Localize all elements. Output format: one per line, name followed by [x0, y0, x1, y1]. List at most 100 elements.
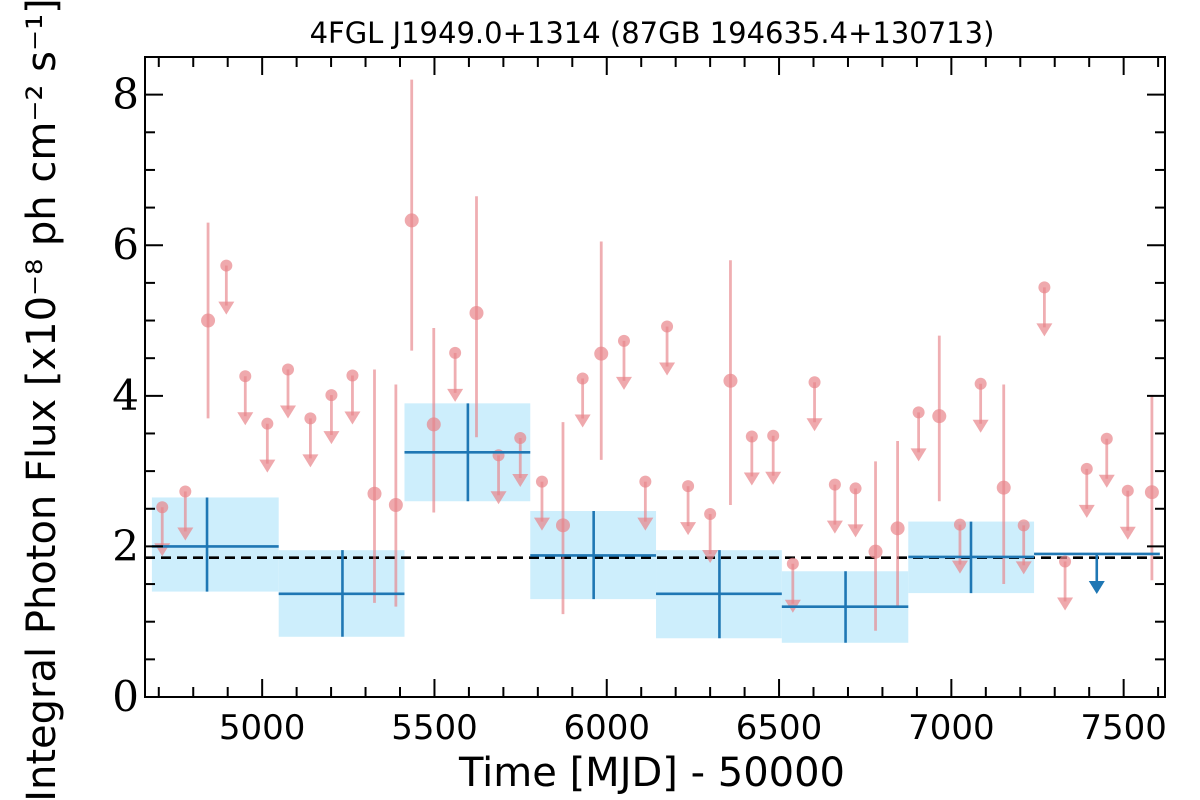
upper-limit-arrowhead [533, 517, 550, 531]
upper-limit-point [661, 320, 674, 333]
upper-limit-point [953, 518, 966, 531]
plot-axes: 0 2 4 6 8 5000 5500 6000 6500 7000 7500 [112, 56, 1167, 748]
upper-limit-point [179, 485, 192, 498]
upper-limit-arrowhead [1098, 474, 1115, 488]
long-bin-points [151, 403, 1160, 643]
x-tick-label: 7000 [908, 708, 995, 748]
short-bin-points [154, 79, 1159, 631]
upper-limit-arrowhead [280, 405, 297, 419]
upper-limit-arrowhead [574, 414, 591, 428]
upper-limit-arrowhead [765, 471, 782, 485]
upper-limit-point [514, 431, 527, 444]
upper-limit-arrowhead [259, 459, 276, 473]
detection-point [367, 486, 382, 501]
detection-point [723, 373, 738, 388]
upper-limit-point [1038, 281, 1051, 294]
upper-limit-point [1100, 432, 1113, 445]
upper-limit-arrowhead [659, 362, 676, 376]
upper-limit-arrowhead [847, 524, 864, 538]
upper-limit-point [682, 480, 695, 493]
upper-limit-arrowhead [615, 376, 632, 390]
upper-limit-point [576, 372, 589, 385]
upper-limit-arrowhead [743, 472, 760, 486]
x-tick-label: 6000 [563, 708, 650, 748]
upper-limit-arrowhead [1015, 561, 1032, 575]
detection-point [594, 346, 609, 361]
y-tick-label: 0 [112, 672, 139, 721]
x-tick-label: 7500 [1080, 708, 1167, 748]
x-tick-label: 6500 [736, 708, 823, 748]
y-axis-label: Integral Photon Flux [x10⁻⁸ ph cm⁻² s⁻¹] [19, 0, 65, 800]
upper-limit-point [535, 475, 548, 488]
y-tick-label: 8 [112, 70, 139, 119]
upper-limit-point [220, 259, 233, 272]
upper-limit-arrowhead [702, 550, 719, 564]
upper-limit-point [1059, 555, 1072, 568]
y-tick-label: 6 [112, 220, 139, 269]
upper-limit-arrowhead [1057, 597, 1074, 611]
upper-limit-point [156, 501, 169, 514]
upper-limit-point [1080, 462, 1093, 475]
y-tick-label: 2 [112, 521, 139, 570]
upper-limit-arrowhead [344, 411, 361, 425]
x-tick-label: 5500 [391, 708, 478, 748]
detection-point [555, 518, 570, 533]
x-axis-label: Time [MJD] - 50000 [458, 750, 845, 796]
upper-limit-arrowhead [177, 527, 194, 541]
detection-point [868, 544, 883, 559]
chart-title: 4FGL J1949.0+1314 (87GB 194635.4+130713) [310, 16, 995, 50]
upper-limit-point [325, 389, 338, 402]
upper-limit-arrowhead [218, 301, 235, 315]
detection-point [890, 521, 905, 536]
upper-limit-arrowhead [680, 522, 697, 536]
upper-limit-arrowhead [490, 491, 507, 505]
detection-point [426, 417, 441, 432]
detection-point [201, 313, 216, 328]
upper-limit-arrowhead [237, 412, 254, 426]
upper-limit-arrowhead [1036, 323, 1053, 337]
upper-limit-point [704, 508, 717, 521]
upper-limit-point [639, 475, 652, 488]
upper-limit-point [261, 417, 274, 430]
upper-limit-arrowhead [826, 520, 843, 534]
upper-limit-arrowhead [910, 448, 927, 462]
upper-limit-point [808, 376, 821, 389]
upper-limit-point [304, 412, 317, 425]
upper-limit-point [974, 377, 987, 390]
detection-point [469, 306, 484, 320]
y-tick-label: 4 [112, 371, 139, 420]
upper-limit-arrowhead [972, 419, 989, 433]
upper-limit-arrowhead [637, 517, 654, 531]
upper-limit-point [449, 346, 462, 359]
upper-limit-arrowhead [1119, 526, 1136, 540]
detection-point [388, 498, 403, 512]
upper-limit-arrowhead [1078, 504, 1095, 518]
upper-limit-point [912, 406, 925, 419]
detection-point [404, 213, 419, 228]
upper-limit-arrowhead [512, 473, 529, 487]
upper-limit-point [786, 557, 799, 570]
detection-point [1144, 485, 1159, 500]
upper-limit-point [767, 429, 780, 442]
long-bin-band [151, 497, 279, 592]
upper-limit-point [1017, 519, 1030, 532]
upper-limit-point [828, 478, 841, 491]
upper-limit-arrowhead [323, 431, 340, 445]
upper-limit-point [617, 334, 630, 347]
upper-limit-arrowhead [447, 388, 464, 402]
upper-limit-arrowhead [302, 454, 319, 468]
upper-limit-point [1121, 484, 1134, 497]
detection-point [932, 409, 947, 424]
upper-limit-point [346, 369, 359, 382]
upper-limit-arrowhead [806, 418, 823, 432]
upper-limit-point [239, 370, 252, 383]
detection-point [996, 480, 1011, 495]
plot-frame [144, 56, 1166, 698]
long-bin-upper-limit-arrowhead [1088, 580, 1105, 594]
upper-limit-point [745, 430, 758, 443]
upper-limit-point [849, 482, 862, 495]
x-tick-label: 5000 [219, 708, 306, 748]
upper-limit-arrowhead [951, 560, 968, 574]
upper-limit-point [282, 363, 295, 376]
